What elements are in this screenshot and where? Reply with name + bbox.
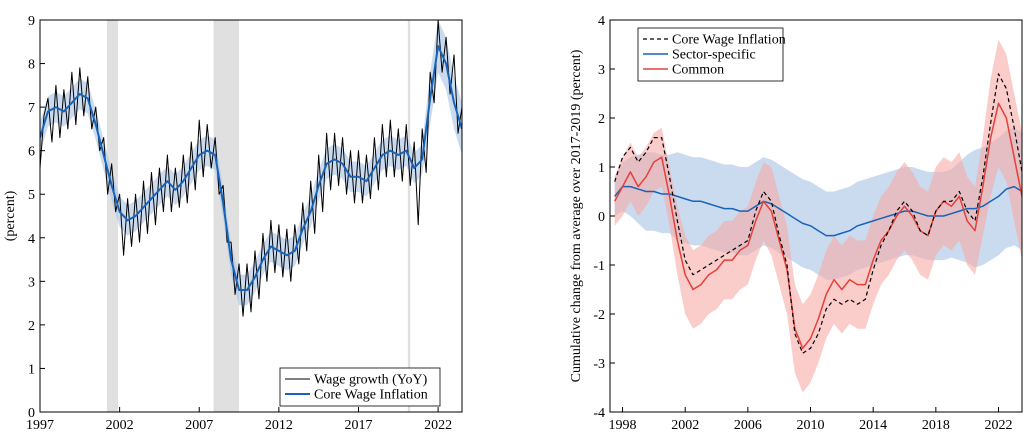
recession-shade	[106, 20, 119, 412]
plot-area	[614, 39, 1022, 393]
series-line	[40, 45, 462, 292]
y-tick-label: 0	[598, 210, 605, 225]
recession-shade	[407, 20, 411, 412]
legend-label: Wage growth (YoY)	[314, 373, 428, 388]
series-line	[614, 185, 1022, 237]
y-axis-label: (percent)	[3, 190, 18, 241]
y-tick-label: 7	[28, 101, 35, 116]
y-tick-label: -1	[593, 259, 605, 274]
legend-label: Sector-specific	[672, 48, 756, 63]
y-tick-label: 8	[28, 58, 35, 73]
y-tick-label: 0	[28, 406, 35, 421]
y-tick-label: 1	[28, 362, 35, 377]
x-tick-label: 2006	[734, 418, 762, 433]
y-tick-label: -2	[593, 308, 605, 323]
x-tick-label: 2002	[106, 418, 134, 433]
panel: 0 1 2 3 4 5 6 7 8 9 1997 2002 2007 2012 2017 2022 (perce…	[3, 14, 463, 433]
x-tick-label: 2007	[185, 418, 213, 433]
y-axis-label: Cumulative change from average over 2017…	[569, 49, 584, 382]
y-tick-label: -4	[593, 406, 605, 421]
y-tick-label: 2	[598, 112, 605, 127]
axes-frame	[39, 19, 463, 413]
x-tick-label: 2002	[671, 418, 699, 433]
legend-label: Core Wage Inflation	[672, 33, 786, 48]
y-tick-label: 2	[28, 319, 35, 334]
x-tick-label: 2017	[344, 418, 372, 433]
x-tick-label: 2018	[922, 418, 950, 433]
x-tick-label: 2022	[424, 418, 452, 433]
legend-box	[279, 367, 441, 407]
plot-area	[40, 20, 462, 412]
x-tick-label: 2010	[797, 418, 825, 433]
x-tick-label: 1998	[609, 418, 637, 433]
y-tick-label: 3	[28, 275, 35, 290]
y-tick-label: 9	[28, 14, 35, 29]
confidence-band	[40, 20, 462, 306]
x-tick-label: 2022	[985, 418, 1013, 433]
y-tick-label: 5	[28, 188, 35, 203]
y-tick-label: 3	[598, 63, 605, 78]
legend-label: Common	[672, 63, 724, 78]
y-tick-label: 1	[598, 161, 605, 176]
y-tick-label: 4	[28, 232, 35, 247]
series-line	[614, 102, 1022, 350]
confidence-band	[614, 39, 1022, 393]
y-tick-label: 4	[598, 14, 605, 29]
x-tick-label: 2012	[265, 418, 293, 433]
y-tick-label: -3	[593, 357, 605, 372]
legend-label: Core Wage Inflation	[314, 388, 428, 403]
x-tick-label: 2014	[859, 418, 887, 433]
x-tick-label: 1997	[26, 418, 54, 433]
series-line	[614, 73, 1022, 354]
y-tick-label: 6	[28, 145, 35, 160]
panel: -4 -3 -2 -1 0 1 2 3 4 1998 2002 2006 2010 2014 2018 202…	[569, 14, 1023, 433]
series-line	[40, 20, 462, 317]
